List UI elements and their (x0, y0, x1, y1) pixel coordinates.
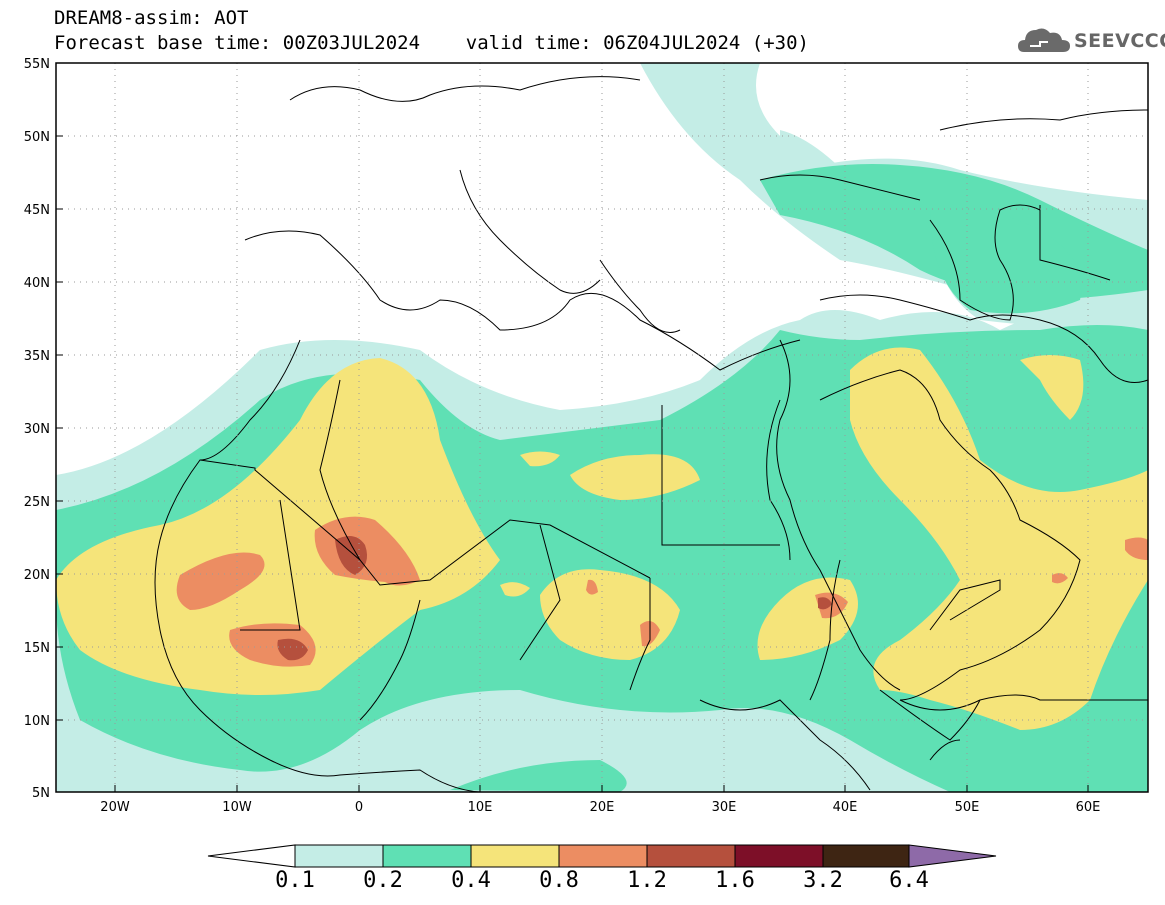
forecast-times: Forecast base time: 00Z03JUL2024 valid t… (54, 32, 809, 54)
longitude-labels: 20W 10W 0 10E 20E 30E 40E 50E 60E (100, 800, 1100, 815)
lat-label: 35N (24, 349, 50, 364)
colorbar-label: 0.2 (363, 868, 403, 893)
lon-label: 20W (100, 800, 130, 815)
colorbar-label: 6.4 (889, 868, 929, 893)
colorbar-label: 0.1 (275, 868, 315, 893)
colorbar-segment (646, 844, 736, 868)
graticule (56, 63, 1148, 792)
lon-label: 10E (468, 800, 493, 815)
colorbar-label: 1.6 (715, 868, 755, 893)
colorbar-label: 1.2 (627, 868, 667, 893)
lon-label: 40E (833, 800, 858, 815)
lat-label: 20N (24, 568, 50, 583)
colorbar-segment (294, 844, 384, 868)
lat-label: 50N (24, 130, 50, 145)
lon-label: 60E (1076, 800, 1101, 815)
lon-label: 30E (712, 800, 737, 815)
lon-label: 50E (955, 800, 980, 815)
colorbar-label: 3.2 (803, 868, 843, 893)
colorbar-segment (734, 844, 824, 868)
colorbar-label: 0.4 (451, 868, 491, 893)
lat-label: 40N (24, 276, 50, 291)
tick-marks (56, 62, 1089, 793)
colorbar-left-arrow (207, 844, 296, 868)
lat-label: 25N (24, 495, 50, 510)
colorbar-label: 0.8 (539, 868, 579, 893)
latitude-labels: 55N 50N 45N 40N 35N 30N 25N 20N 15N 10N … (24, 57, 50, 801)
lon-label: 20E (590, 800, 615, 815)
cloud-icon (1018, 28, 1070, 52)
lat-label: 15N (24, 641, 50, 656)
lat-label: 55N (24, 57, 50, 72)
colorbar-right-arrow (908, 844, 997, 868)
seevccc-logo: SEEVCCC (1016, 22, 1165, 58)
borders (154, 76, 1148, 792)
map-title: DREAM8-assim: AOT (54, 7, 249, 29)
lat-label: 10N (24, 714, 50, 729)
colorbar-segment (382, 844, 472, 868)
lat-label: 30N (24, 422, 50, 437)
lon-label: 0 (355, 800, 363, 815)
aot-band-0.4 (56, 347, 1148, 730)
logo-text: SEEVCCC (1074, 30, 1165, 52)
colorbar (207, 844, 997, 868)
colorbar-segment (822, 844, 910, 868)
colorbar-segment (558, 844, 648, 868)
lat-label: 5N (32, 786, 50, 801)
lon-label: 10W (222, 800, 252, 815)
lat-label: 45N (24, 203, 50, 218)
colorbar-segment (470, 844, 560, 868)
aot-contour-field (56, 63, 1148, 792)
